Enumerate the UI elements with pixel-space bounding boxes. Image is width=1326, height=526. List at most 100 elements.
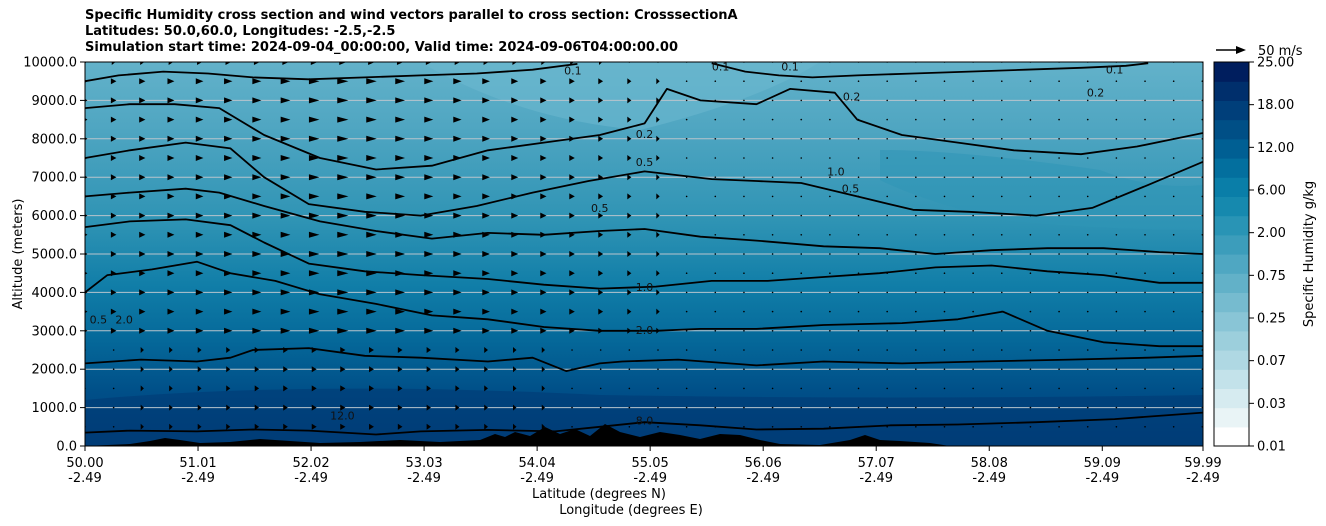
wind-vector [167,135,175,142]
title-line-3: Simulation start time: 2024-09-04_00:00:… [85,40,678,55]
wind-vector [972,426,974,428]
wind-vector [857,291,860,294]
y-tick-label: 1000.0 [32,401,78,416]
wind-vector [1058,406,1060,409]
wind-vector [139,231,146,238]
wind-vector [972,291,974,294]
wind-vector [169,347,173,353]
wind-vector [511,78,519,85]
wind-vector [714,387,717,390]
wind-vector [337,116,349,123]
wind-vector [829,291,831,294]
wind-vector [337,78,349,85]
x-tick-label-lat: 57.07 [858,456,895,471]
wind-vector [1000,176,1003,178]
x-tick-label-lon: -2.49 [746,471,780,486]
wind-vector [857,272,860,275]
colorbar-band [1214,234,1249,255]
wind-vector [139,212,146,219]
wind-vector [714,310,717,313]
colorbar-tick-label: 25.00 [1257,56,1294,71]
wind-vector [224,78,233,85]
wind-vector [167,116,175,123]
wind-vector [972,214,974,217]
wind-vector [337,308,349,315]
wind-vector [482,212,490,219]
wind-vector [224,231,233,238]
wind-vector [167,251,175,257]
wind-vector [1172,214,1175,217]
wind-vector [685,138,688,140]
wind-vector [1029,426,1032,428]
wind-vector [1115,368,1118,371]
wind-vector [857,176,860,178]
colorbar-tick-label: 12.00 [1257,141,1294,156]
x-tick-label-lat: 54.04 [519,456,556,471]
x-tick-label-lat: 52.02 [292,456,329,471]
wind-vector [569,289,575,296]
wind-vector [886,80,888,82]
wind-vector [195,212,204,219]
wind-vector [308,116,320,123]
wind-vector [1172,387,1175,390]
wind-vector [195,174,204,181]
wind-vector [139,289,146,296]
wind-vector [195,135,204,142]
wind-vector [340,366,346,373]
wind-vector [308,193,320,200]
wind-vector [482,116,490,123]
wind-vector [656,308,660,315]
wind-vector [800,118,803,121]
x-tick-label-lat: 56.06 [745,456,782,471]
wind-vector [482,308,490,315]
wind-vector [1144,176,1146,178]
wind-vector [1144,99,1146,102]
wind-vector [1086,291,1089,294]
wind-vector [195,193,204,200]
wind-vector [540,116,547,123]
wind-vector [140,423,144,430]
wind-vector [397,385,403,392]
wind-vector [599,368,602,371]
wind-vector [1000,426,1003,428]
wind-vector [224,289,233,296]
wind-vector [972,234,974,236]
wind-vector [397,404,403,411]
wind-vector [424,116,434,123]
wind-vector [599,387,602,390]
wind-vector [1172,234,1175,236]
wind-vector [1058,157,1060,159]
wind-vector [252,289,262,296]
wind-vector [1086,310,1089,313]
wind-vector [627,155,632,161]
wind-vector [453,327,462,334]
wind-vector [771,291,774,294]
wind-vector [627,78,632,85]
wind-vector [972,253,974,255]
wind-vector [1144,368,1146,371]
wind-vector [743,291,745,294]
wind-vector [366,251,377,257]
wind-vector [569,116,575,123]
wind-vector [169,404,173,411]
wind-vector [110,135,117,142]
wind-vector [1029,387,1032,390]
wind-vector [915,214,917,217]
wind-vector [829,387,831,390]
wind-vector [886,387,888,390]
colorbar-band [1214,254,1249,274]
wind-vector [1086,195,1089,198]
wind-vector [1058,291,1060,294]
x-tick-label-lon: -2.49 [859,471,893,486]
wind-vector [915,99,917,102]
wind-vector [540,78,547,85]
wind-vector [482,327,490,334]
wind-vector [1144,291,1146,294]
wind-vector [743,138,745,140]
wind-vector [139,174,146,181]
wind-vector [252,270,262,277]
x-tick-label-lon: -2.49 [972,471,1006,486]
wind-vector [1144,234,1146,236]
wind-vector [308,327,320,334]
wind-vector [598,78,604,85]
